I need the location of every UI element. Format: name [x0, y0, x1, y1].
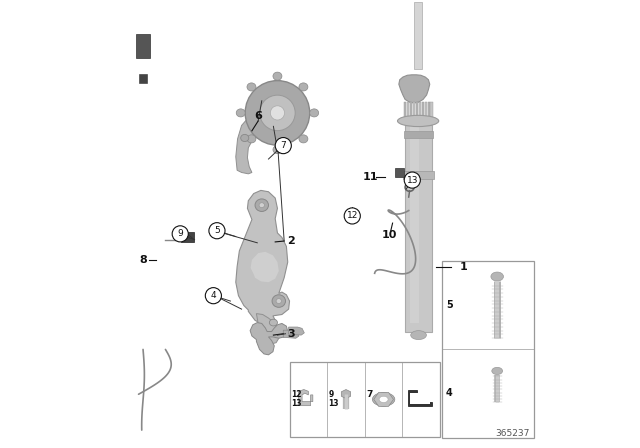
- Text: 8: 8: [139, 255, 147, 265]
- Ellipse shape: [276, 298, 282, 304]
- Text: 11: 11: [362, 172, 378, 182]
- Text: 4: 4: [446, 388, 452, 398]
- Polygon shape: [236, 190, 289, 325]
- Bar: [410, 102, 412, 120]
- Bar: [419, 102, 421, 120]
- Polygon shape: [236, 117, 260, 174]
- Ellipse shape: [272, 295, 285, 307]
- Ellipse shape: [491, 272, 504, 281]
- Polygon shape: [289, 327, 304, 335]
- Text: 365237: 365237: [495, 429, 530, 438]
- Text: 13: 13: [406, 176, 418, 185]
- Text: 4: 4: [211, 291, 216, 300]
- Text: 10: 10: [381, 230, 397, 240]
- Bar: [416, 102, 418, 120]
- Circle shape: [209, 223, 225, 239]
- Polygon shape: [250, 323, 288, 355]
- Ellipse shape: [492, 367, 502, 375]
- Bar: [404, 131, 433, 138]
- Bar: [405, 125, 432, 332]
- Circle shape: [245, 81, 310, 145]
- Ellipse shape: [241, 134, 249, 142]
- Circle shape: [404, 172, 420, 188]
- Bar: [431, 102, 433, 120]
- Text: 13: 13: [291, 399, 302, 409]
- Ellipse shape: [255, 199, 269, 211]
- Text: 7: 7: [367, 390, 373, 400]
- Polygon shape: [257, 314, 280, 344]
- Circle shape: [275, 138, 291, 154]
- Polygon shape: [374, 392, 394, 406]
- Text: 9: 9: [328, 389, 334, 399]
- Bar: [422, 102, 424, 120]
- Text: 12: 12: [291, 389, 302, 399]
- Bar: [424, 102, 427, 120]
- Ellipse shape: [397, 115, 439, 127]
- Bar: [407, 102, 410, 120]
- Bar: [410, 125, 419, 323]
- Text: 13: 13: [328, 399, 339, 409]
- Ellipse shape: [310, 109, 319, 117]
- Polygon shape: [408, 391, 433, 406]
- Polygon shape: [399, 75, 430, 103]
- Text: 1: 1: [460, 262, 467, 271]
- Text: 3: 3: [287, 329, 294, 339]
- Ellipse shape: [299, 83, 308, 91]
- Bar: [404, 102, 406, 120]
- Circle shape: [270, 106, 285, 120]
- Ellipse shape: [236, 109, 245, 117]
- Text: 5: 5: [446, 300, 452, 310]
- Circle shape: [260, 95, 295, 131]
- Text: 9: 9: [177, 229, 183, 238]
- Ellipse shape: [247, 83, 256, 91]
- Ellipse shape: [247, 135, 256, 143]
- Polygon shape: [250, 252, 279, 282]
- Polygon shape: [298, 390, 313, 406]
- Ellipse shape: [299, 135, 308, 143]
- Text: 5: 5: [214, 226, 220, 235]
- Circle shape: [172, 226, 188, 242]
- Text: 7: 7: [280, 141, 286, 150]
- Text: 2: 2: [287, 236, 295, 246]
- Text: 12: 12: [347, 211, 358, 220]
- Ellipse shape: [269, 319, 278, 326]
- Ellipse shape: [411, 331, 426, 340]
- Ellipse shape: [379, 396, 388, 403]
- Bar: [289, 362, 440, 437]
- Bar: [136, 34, 150, 58]
- Polygon shape: [410, 392, 430, 404]
- Bar: [140, 74, 147, 83]
- Bar: [403, 171, 434, 179]
- Ellipse shape: [273, 146, 282, 154]
- Bar: [413, 102, 415, 120]
- Ellipse shape: [372, 392, 395, 406]
- Ellipse shape: [273, 72, 282, 80]
- Polygon shape: [284, 330, 299, 338]
- Bar: [442, 261, 534, 438]
- Bar: [428, 102, 430, 120]
- Polygon shape: [341, 390, 351, 399]
- Bar: [181, 232, 194, 242]
- Circle shape: [205, 288, 221, 304]
- Bar: [414, 2, 422, 69]
- Text: 6: 6: [254, 111, 262, 121]
- Circle shape: [344, 208, 360, 224]
- Ellipse shape: [259, 202, 264, 207]
- Bar: [396, 168, 404, 177]
